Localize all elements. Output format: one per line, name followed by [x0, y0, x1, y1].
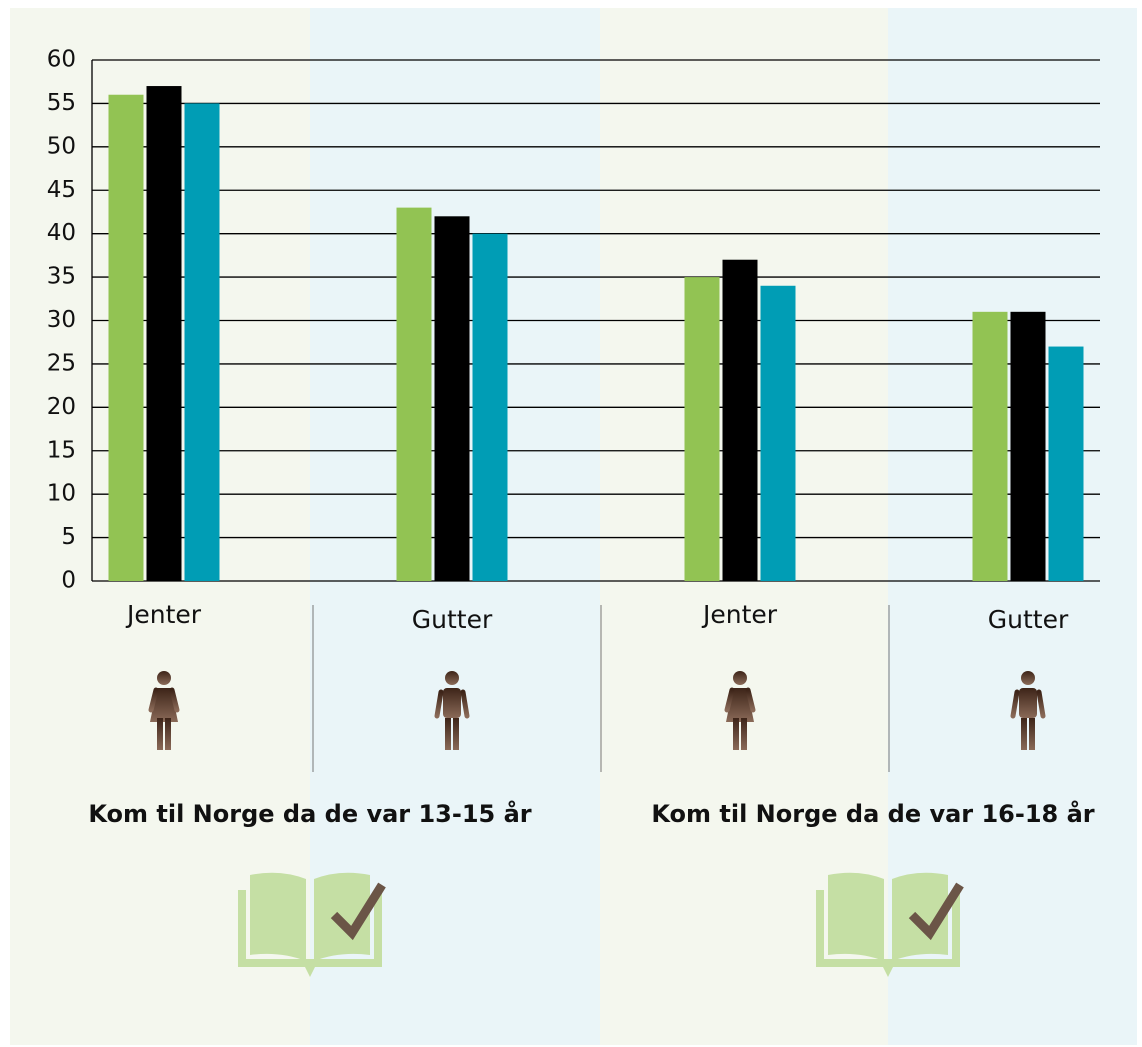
y-tick-label: 15: [47, 437, 76, 463]
torso: [1019, 688, 1037, 718]
head: [157, 671, 171, 685]
x-tick-label: Jenter: [701, 600, 778, 629]
head: [1021, 671, 1035, 685]
y-tick-label: 5: [61, 524, 76, 550]
y-tick-label: 55: [47, 90, 76, 116]
legs: [1021, 718, 1035, 750]
bar: [1010, 311, 1046, 581]
group-label: Kom til Norge da de var 13-15 år: [88, 799, 531, 828]
y-tick-label: 40: [47, 220, 76, 246]
book-icon: [238, 872, 386, 977]
bar: [722, 259, 758, 581]
book-icon: [816, 872, 964, 977]
bar: [684, 277, 720, 581]
y-tick-label: 10: [47, 481, 76, 507]
bar: [434, 216, 470, 582]
x-tick-label: Gutter: [412, 605, 493, 634]
male-icon: [434, 671, 470, 750]
y-tick-label: 30: [47, 307, 76, 333]
arms: [724, 687, 756, 713]
bar: [146, 86, 182, 582]
x-tick-label: Gutter: [988, 605, 1069, 634]
y-tick-label: 60: [47, 47, 76, 73]
bar: [184, 103, 220, 582]
x-tick-label: Jenter: [125, 600, 202, 629]
separators: [312, 605, 890, 772]
y-tick-label: 45: [47, 177, 76, 203]
male-icon: [1010, 671, 1046, 750]
legs: [733, 718, 747, 750]
bar: [972, 311, 1008, 581]
bar: [760, 285, 796, 581]
torso: [443, 688, 461, 718]
arms: [148, 687, 180, 713]
y-tick-label: 0: [61, 568, 76, 594]
dress: [150, 688, 178, 722]
y-tick-label: 50: [47, 133, 76, 159]
head: [733, 671, 747, 685]
arms: [434, 689, 470, 719]
legs: [157, 718, 171, 750]
female-icon: [724, 671, 756, 750]
head: [445, 671, 459, 685]
person-icons: [148, 671, 1046, 750]
female-icon: [148, 671, 180, 750]
bar: [1048, 346, 1084, 581]
bar: [396, 207, 432, 581]
group-label: Kom til Norge da de var 16-18 år: [651, 799, 1094, 828]
y-tick-label: 25: [47, 350, 76, 376]
y-tick-label: 35: [47, 264, 76, 290]
y-tick-label: 20: [47, 394, 76, 420]
arms: [1010, 689, 1046, 719]
bar: [472, 233, 508, 581]
dress: [726, 688, 754, 722]
legs: [445, 718, 459, 750]
bar: [108, 94, 144, 581]
